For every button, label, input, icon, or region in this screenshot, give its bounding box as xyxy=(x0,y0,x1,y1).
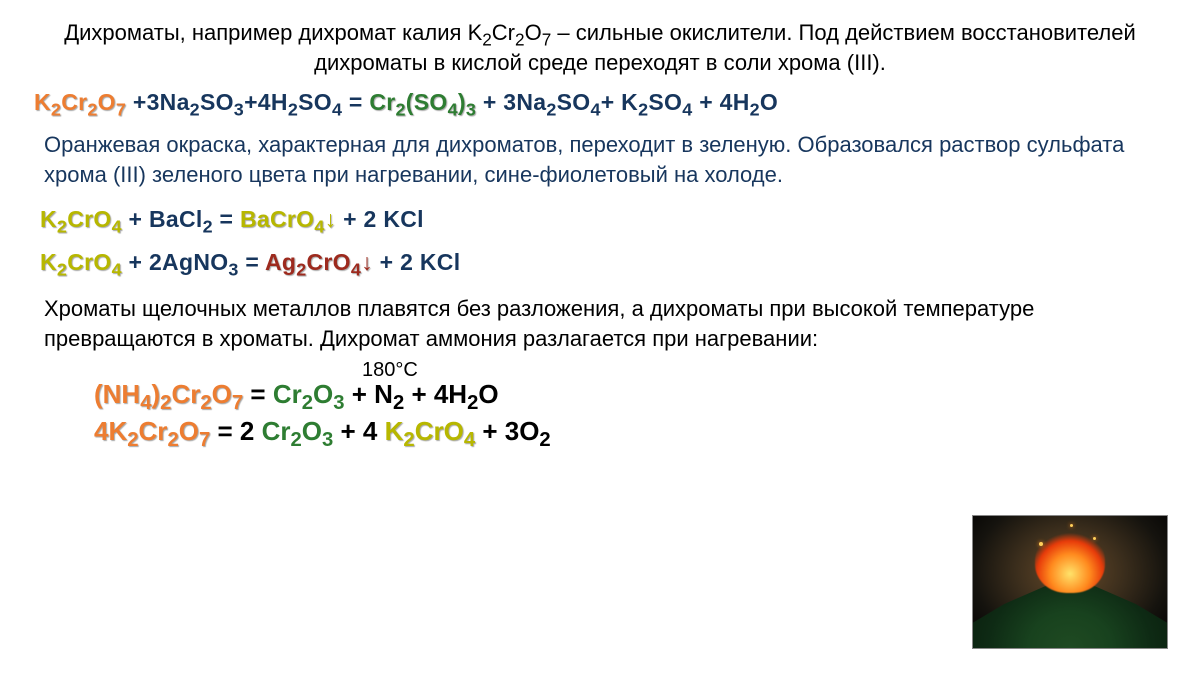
eq5-cr2o3: Cr2O3 xyxy=(254,416,340,446)
color-paragraph: Оранжевая окраска, характерная для дихро… xyxy=(44,130,1166,189)
eq5-4k2cr2o7: 4K2Cr2O7 xyxy=(94,416,217,446)
p1-b: Cr xyxy=(492,20,515,45)
equation-1: K2Cr2O7 +3Na2SO3+4H2SO4 = Cr2(SO4)3 + 3N… xyxy=(34,87,1166,118)
intro-paragraph: Дихроматы, например дихромат калия K2Cr2… xyxy=(34,18,1166,77)
eq3-mid: + 2AgNO3 = xyxy=(129,249,265,275)
photo-spark xyxy=(1070,524,1073,527)
eq3-ag2cro4: Ag2CrO4 xyxy=(265,249,380,275)
p1-c: O xyxy=(525,20,542,45)
eq2-tail: + 2 KCl xyxy=(343,206,424,232)
p1-sub7: 7 xyxy=(542,29,552,49)
eq4-nh4cr2o7: (NH4)2Cr2O7 xyxy=(94,379,250,409)
eq2-bacro4: BaCrO4 xyxy=(240,206,343,232)
eq2-mid: + BaCl2 = xyxy=(129,206,240,232)
down-arrow-icon xyxy=(325,206,337,232)
chemistry-slide: Дихроматы, например дихромат калия K2Cr2… xyxy=(0,0,1200,675)
eq1-cr2so43: Cr2(SO4)3 xyxy=(369,89,482,115)
volcano-photo xyxy=(972,515,1168,649)
equation-3: K2CrO4 + 2AgNO3 = Ag2CrO4 + 2 KCl xyxy=(40,247,1166,278)
p1-sub2b: 2 xyxy=(515,29,525,49)
decomposition-block: 180°С (NH4)2Cr2O7 = Cr2O3 + N2 + 4H2O 4K… xyxy=(94,363,1166,449)
equation-5: 4K2Cr2O7 = 2 Cr2O3 + 4 K2CrO4 + 3O2 xyxy=(94,414,1166,449)
eq5-k2cro4: K2CrO4 xyxy=(377,416,482,446)
down-arrow-icon xyxy=(361,249,373,275)
decomposition-paragraph: Хроматы щелочных металлов плавятся без р… xyxy=(44,294,1166,353)
p1-sub2a: 2 xyxy=(482,29,492,49)
eq5-tail: + 3O2 xyxy=(482,416,550,446)
p1-a: Дихроматы, например дихромат калия K xyxy=(64,20,482,45)
eq3-tail: + 2 KCl xyxy=(380,249,461,275)
eq1-mid: +3Na2SO3+4H2SO4 = xyxy=(133,89,370,115)
eq5-plus1: + 4 xyxy=(341,416,378,446)
eq4-eq: = xyxy=(250,379,272,409)
eq1-k2cr2o7: K2Cr2O7 xyxy=(34,89,133,115)
eq1-tail: + 3Na2SO4+ K2SO4 + 4H2O xyxy=(483,89,778,115)
eq4-cr2o3: Cr2O3 xyxy=(273,379,352,409)
eq3-k2cro4: K2CrO4 xyxy=(40,249,129,275)
eq2-k2cro4: K2CrO4 xyxy=(40,206,129,232)
equation-2: K2CrO4 + BaCl2 = BaCrO4 + 2 KCl xyxy=(40,204,1166,235)
temperature-label: 180°С xyxy=(362,357,418,384)
eq5-eq: = 2 xyxy=(217,416,254,446)
equation-4: (NH4)2Cr2O7 = Cr2O3 + N2 + 4H2O xyxy=(94,363,1166,412)
